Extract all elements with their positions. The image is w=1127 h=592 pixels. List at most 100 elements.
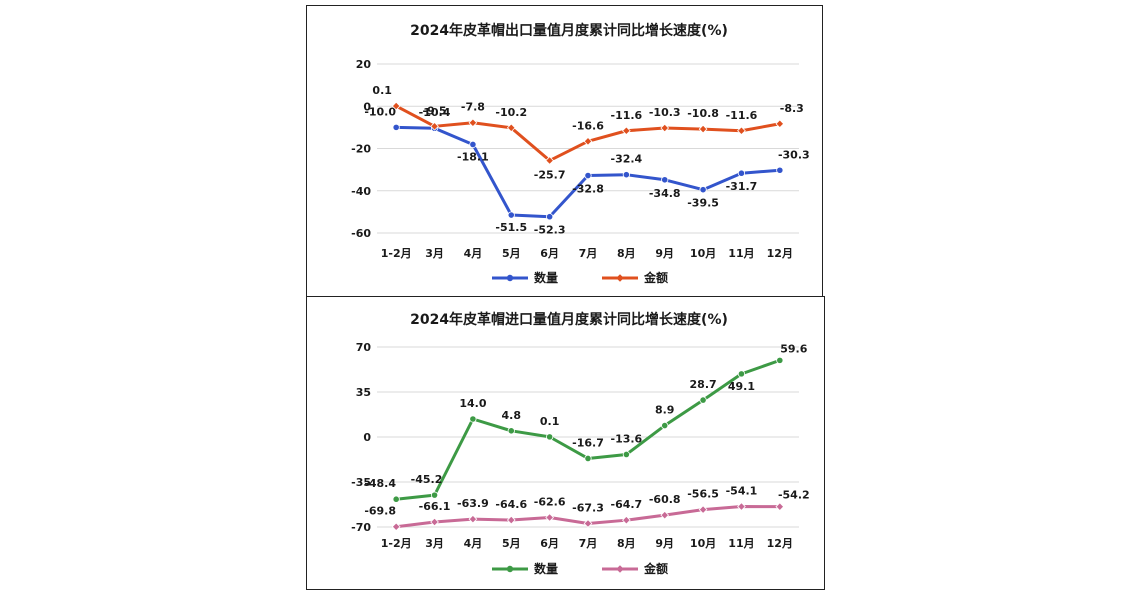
data-point <box>469 140 477 149</box>
data-label: -67.3 <box>572 502 604 515</box>
y-tick-label: -40 <box>351 185 371 198</box>
data-label: -30.3 <box>778 148 810 161</box>
chart-title: 2024年皮革帽进口量值月度累计同比增长速度(%) <box>410 311 728 328</box>
data-point <box>622 450 630 459</box>
data-label: -39.5 <box>687 197 719 210</box>
data-label: -16.7 <box>572 436 604 449</box>
legend-label: 金额 <box>643 561 668 576</box>
data-point <box>430 517 439 527</box>
y-tick-label: -60 <box>351 227 371 240</box>
data-label: -10.2 <box>495 106 527 119</box>
data-label: -64.7 <box>611 498 643 511</box>
data-point <box>468 118 478 128</box>
data-point <box>391 101 401 111</box>
data-point <box>507 427 515 435</box>
data-point <box>698 124 708 134</box>
data-point <box>621 515 631 525</box>
export-growth-chart: 2024年皮革帽出口量值月度累计同比增长速度(%) 20 0 -20 -40 -60 1-… <box>351 22 810 285</box>
y-tick-label: 70 <box>356 341 372 354</box>
x-tick-label: 9月 <box>655 247 674 260</box>
data-point <box>392 495 400 503</box>
data-point <box>583 519 593 528</box>
data-label: -64.6 <box>495 498 527 511</box>
data-label: -54.2 <box>778 489 810 502</box>
data-label: -10.0 <box>364 105 396 118</box>
data-label: 8.9 <box>655 404 675 417</box>
x-tick-label: 12月 <box>767 247 793 260</box>
export-chart-panel: 2024年皮革帽出口量值月度累计同比增长速度(%) 20 0 -20 -40 -60 1-… <box>306 5 823 297</box>
data-label: -10.3 <box>649 106 681 119</box>
data-label: -54.1 <box>726 485 758 498</box>
x-tick-label: 8月 <box>617 247 636 260</box>
data-point <box>584 171 592 180</box>
legend-marker <box>616 565 624 573</box>
legend-label: 金额 <box>643 270 668 285</box>
y-tick-label: 35 <box>356 386 371 399</box>
data-label: 28.7 <box>690 378 717 391</box>
x-tick-label: 4月 <box>464 537 483 550</box>
data-label: -45.2 <box>411 473 443 486</box>
data-label: -32.4 <box>611 153 643 166</box>
x-tick-label: 7月 <box>579 247 598 260</box>
legend-marker <box>506 274 514 282</box>
x-tick-label: 7月 <box>579 537 598 550</box>
x-tick-label: 10月 <box>690 537 716 550</box>
y-tick-label: 0 <box>363 100 371 113</box>
data-point <box>776 356 784 364</box>
x-tick-label: 1-2月 <box>381 247 412 260</box>
data-label: -66.1 <box>419 500 451 513</box>
data-point <box>661 421 669 430</box>
data-label: -52.3 <box>534 224 566 237</box>
x-tick-label: 5月 <box>502 537 521 550</box>
data-point <box>698 505 708 515</box>
y-tick-label: -20 <box>351 143 371 156</box>
data-point <box>546 433 554 441</box>
data-label: -11.6 <box>611 109 643 122</box>
data-point <box>660 510 670 520</box>
x-tick-label: 10月 <box>690 247 716 260</box>
data-point <box>737 502 746 511</box>
data-point <box>737 126 746 136</box>
data-point <box>776 166 784 174</box>
import-chart-panel: 2024年皮革帽进口量值月度累计同比增长速度(%) 70 35 0 -35 -70 1-2… <box>306 296 825 590</box>
x-tick-label: 3月 <box>425 247 444 260</box>
data-label: -10.4 <box>419 106 451 119</box>
data-label: 4.8 <box>502 409 522 422</box>
data-label: -8.3 <box>780 102 804 115</box>
series-line-金额 <box>395 104 781 163</box>
y-tick-label: -70 <box>351 521 371 534</box>
x-tick-label: 5月 <box>502 247 521 260</box>
data-label: 0.1 <box>372 84 392 97</box>
data-point <box>583 136 593 146</box>
data-label: -63.9 <box>457 497 489 510</box>
data-label: -62.6 <box>534 495 566 508</box>
data-label: 14.0 <box>459 397 486 410</box>
x-tick-label: 4月 <box>464 247 483 260</box>
data-label: -18.1 <box>457 150 489 163</box>
data-label: -16.6 <box>572 119 604 132</box>
data-point <box>430 491 439 499</box>
legend-marker <box>506 565 514 573</box>
x-tick-label: 11月 <box>728 247 754 260</box>
data-point <box>430 121 439 131</box>
data-label: -7.8 <box>461 101 485 114</box>
data-point <box>545 156 555 165</box>
data-point <box>506 515 516 525</box>
x-tick-label: 11月 <box>728 537 754 550</box>
data-point <box>621 126 631 136</box>
y-tick-label: 0 <box>363 431 371 444</box>
x-tick-label: 8月 <box>617 537 636 550</box>
data-label: -9.5 <box>423 104 447 117</box>
data-point <box>507 211 515 219</box>
data-point <box>661 176 669 184</box>
data-point <box>468 514 478 524</box>
data-label: -10.8 <box>687 107 719 120</box>
chart-title: 2024年皮革帽出口量值月度累计同比增长速度(%) <box>410 22 728 39</box>
data-point <box>699 396 707 404</box>
data-point <box>737 370 746 378</box>
data-label: -13.6 <box>611 432 643 445</box>
data-label: 49.1 <box>728 380 755 393</box>
x-tick-label: 1-2月 <box>381 537 412 550</box>
legend-label: 数量 <box>534 561 558 576</box>
data-label: -32.8 <box>572 183 604 196</box>
